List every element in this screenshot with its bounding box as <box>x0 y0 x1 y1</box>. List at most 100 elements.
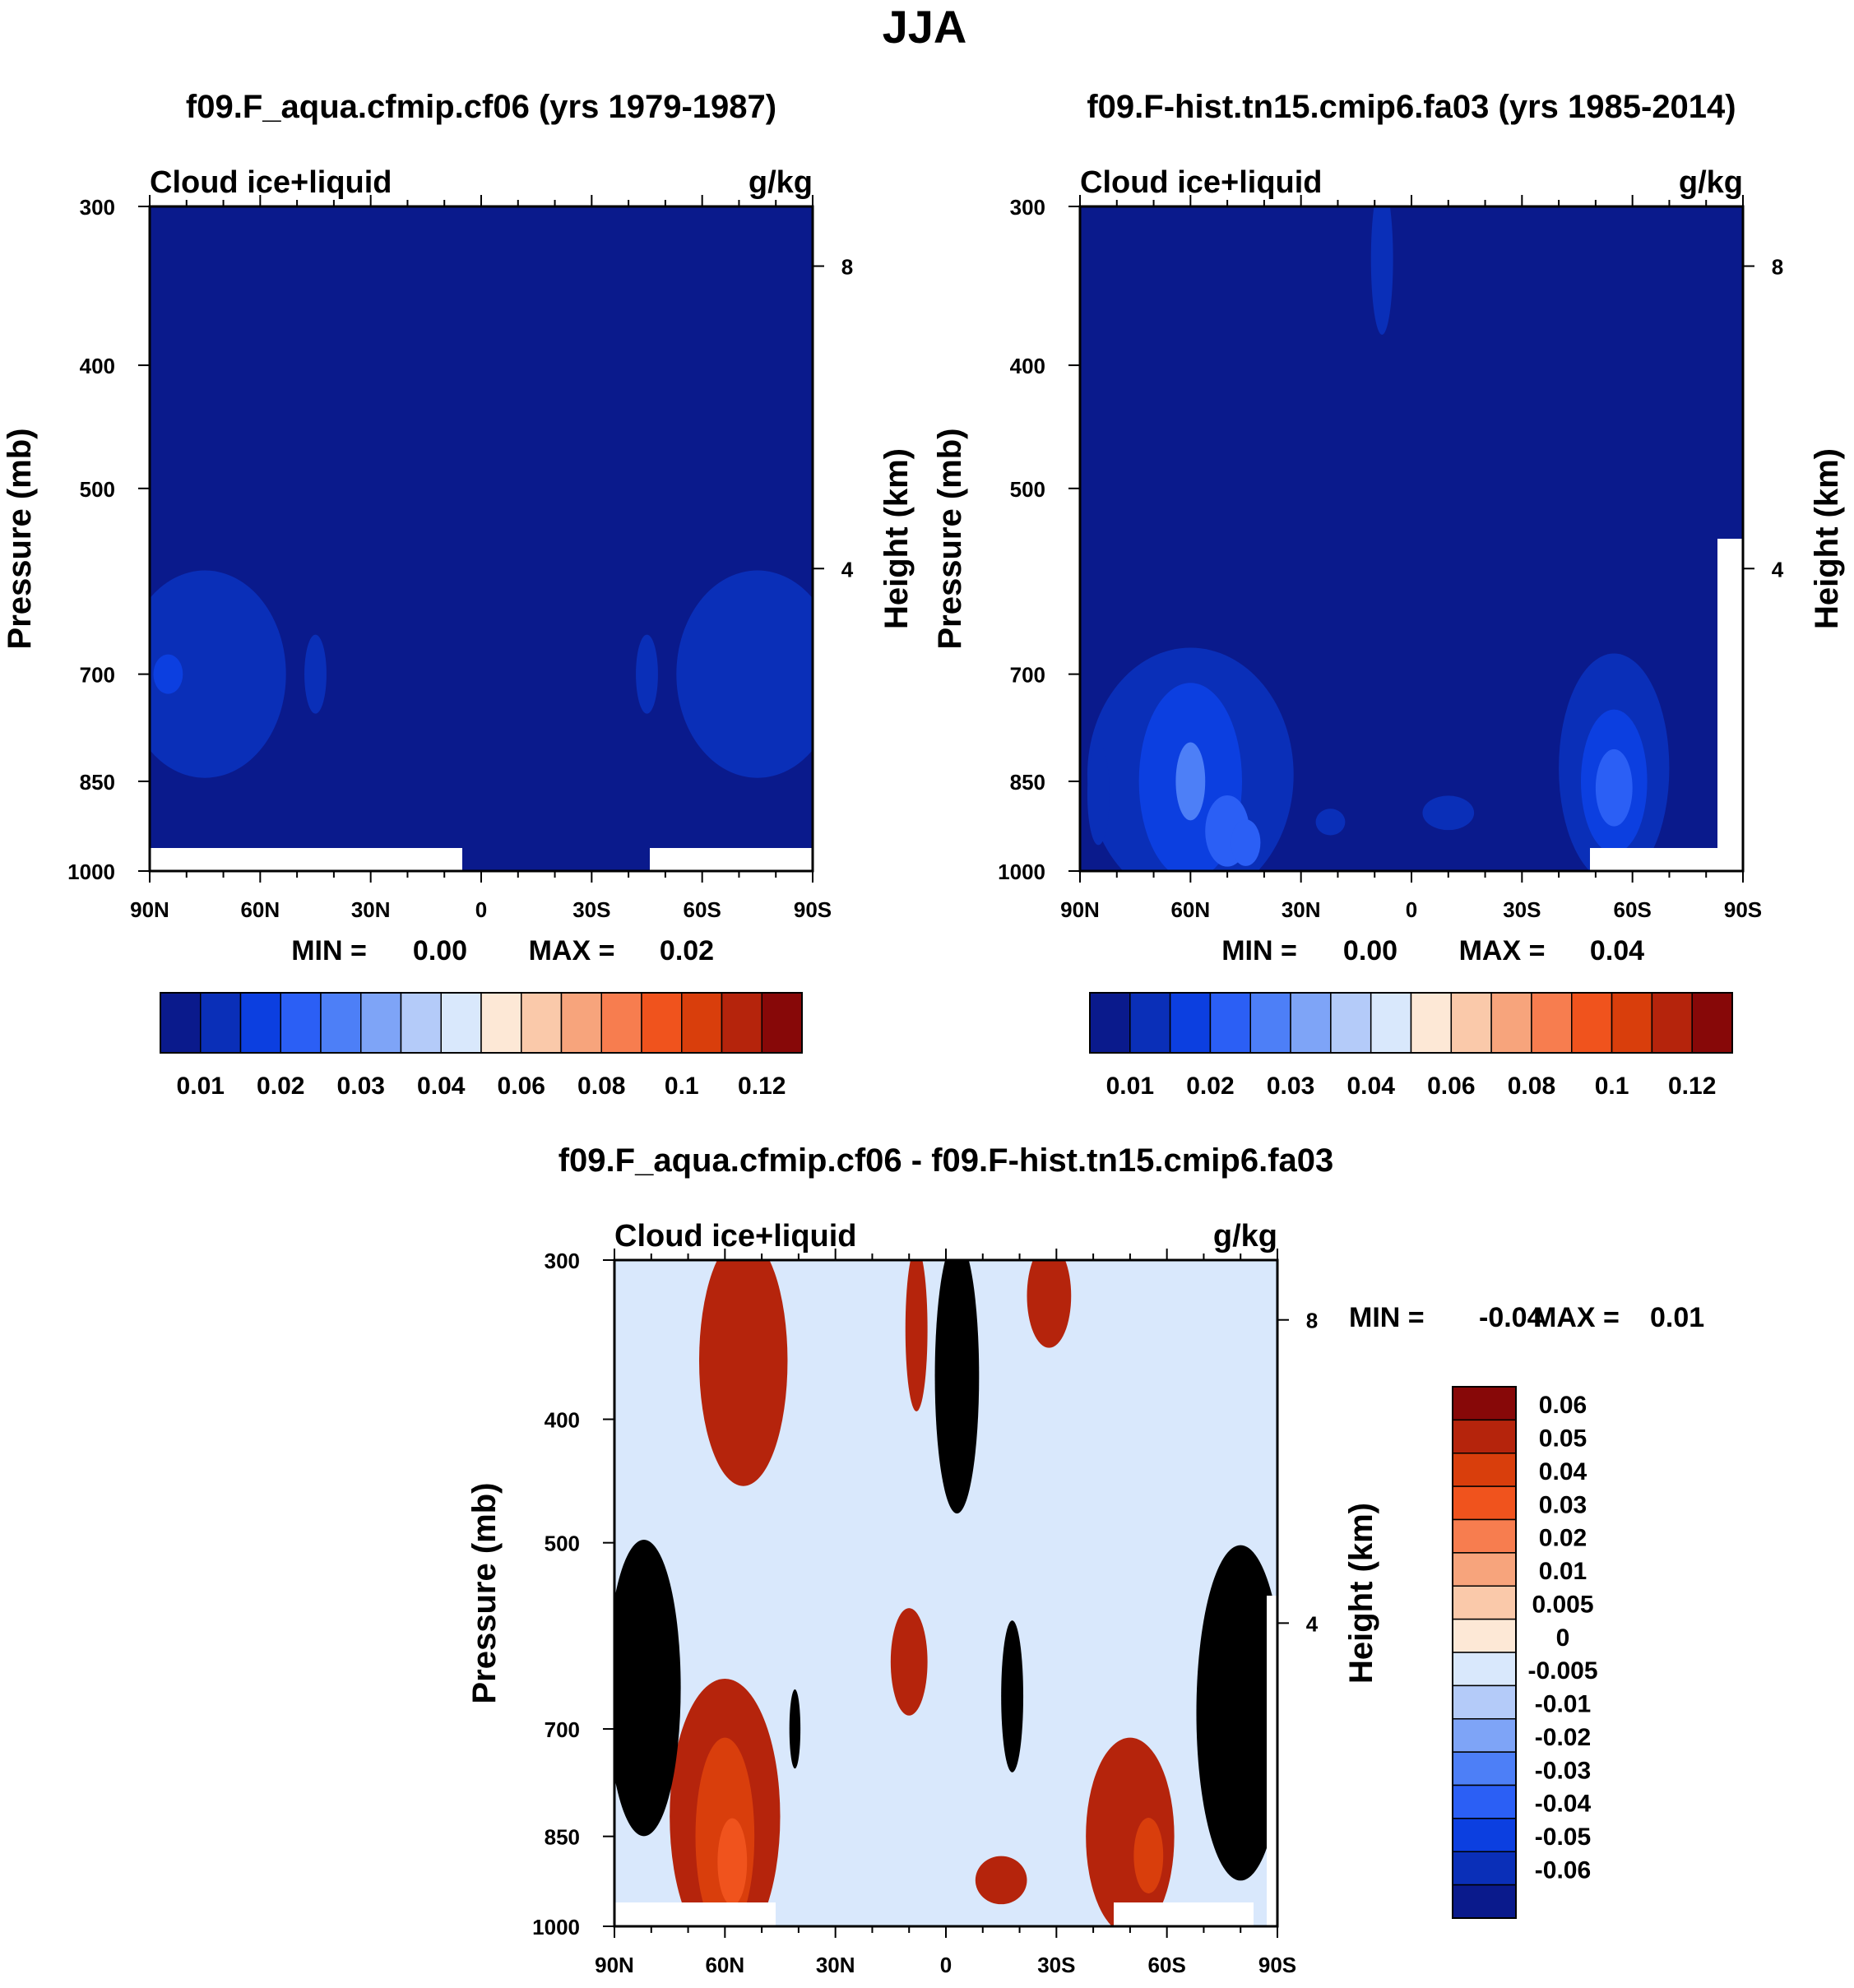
colorbar-label: 0.08 <box>577 1073 625 1100</box>
contour-region <box>636 634 658 714</box>
colorbar-swatch <box>1571 992 1613 1054</box>
x-tick-label: 90S <box>1258 1953 1296 1977</box>
colorbar-label: -0.05 <box>1535 1823 1591 1851</box>
colorbar-label: 0.12 <box>738 1073 786 1100</box>
colorbar-label: 0.05 <box>1539 1425 1587 1453</box>
contour-region <box>150 570 286 778</box>
y-tick-label: 300 <box>1010 195 1045 220</box>
panel-aqua: f09.F_aqua.cfmip.cf06 (yrs 1979-1987) Clo… <box>2 89 915 1100</box>
contour-region <box>153 654 183 694</box>
contour-region <box>1001 1620 1024 1773</box>
colorbar-swatch <box>1370 992 1412 1054</box>
colorbar-label: 0.12 <box>1668 1073 1716 1100</box>
x-tick-label: 60S <box>1148 1953 1186 1977</box>
min-label: MIN = <box>291 935 367 966</box>
y-axis-label: Pressure (mb) <box>932 429 968 650</box>
y-tick-label: 850 <box>1010 770 1045 795</box>
x-tick-label: 60N <box>1170 897 1210 922</box>
x-tick-label: 60S <box>684 897 721 922</box>
panel-hist: f09.F-hist.tn15.cmip6.fa03 (yrs 1985-201… <box>932 89 1845 1100</box>
missing-data <box>1114 1902 1254 1926</box>
colorbar-swatch <box>1452 1552 1517 1587</box>
x-tick-label: 90S <box>1724 897 1762 922</box>
y-tick-label: 700 <box>80 663 115 688</box>
y-tick-label: 700 <box>545 1717 580 1742</box>
units-label: g/kg <box>1213 1219 1277 1254</box>
colorbar-label: 0.01 <box>1106 1073 1154 1100</box>
panel-title: f09.F_aqua.cfmip.cf06 - f09.F-hist.tn15.… <box>559 1142 1334 1179</box>
x-tick-label: 30N <box>351 897 391 922</box>
colorbar-swatch <box>1452 1453 1517 1487</box>
y-tick-label: 500 <box>80 477 115 502</box>
colorbar-swatch <box>320 992 362 1054</box>
y-tick-label: 1000 <box>532 1915 580 1939</box>
x-tick-label: 30S <box>572 897 610 922</box>
colorbar-swatch <box>1452 1718 1517 1753</box>
colorbar-swatch <box>1290 992 1332 1054</box>
contour-region <box>1595 748 1633 827</box>
colorbar-swatch <box>200 992 242 1054</box>
max-label: MAX = <box>1459 935 1546 966</box>
contour-region <box>905 1260 928 1411</box>
contour-region <box>975 1856 1027 1905</box>
colorbar-swatch <box>1452 1585 1517 1620</box>
y-tick-label: 300 <box>545 1249 580 1273</box>
missing-data <box>150 848 462 871</box>
contour-region <box>618 1628 656 1748</box>
contour-region <box>1422 795 1475 831</box>
colorbar-swatch <box>521 992 563 1054</box>
y-tick-label: 850 <box>80 770 115 795</box>
x-tick-label: 30N <box>1282 897 1321 922</box>
missing-data <box>614 1902 776 1926</box>
missing-data <box>1717 539 1743 871</box>
contour-region <box>1231 819 1261 866</box>
min-label: MIN = <box>1221 935 1297 966</box>
x-tick-label: 0 <box>1406 897 1417 922</box>
contour-region <box>1370 206 1393 336</box>
colorbar-label: -0.04 <box>1535 1791 1592 1818</box>
colorbar-swatch <box>440 992 482 1054</box>
colorbar-label: 0.1 <box>1595 1073 1629 1100</box>
y-axis-label: Pressure (mb) <box>2 429 38 650</box>
colorbar-swatch <box>239 992 281 1054</box>
colorbar-swatch <box>1452 1386 1517 1421</box>
colorbar-swatch <box>1452 1618 1517 1653</box>
variable-label: Cloud ice+liquid <box>614 1219 857 1254</box>
y-tick-label: 400 <box>545 1408 580 1433</box>
colorbar-frame <box>1089 992 1733 1054</box>
colorbar-swatch <box>400 992 442 1054</box>
colorbar-swatch <box>1490 992 1532 1054</box>
x-tick-label: 30S <box>1037 1953 1075 1977</box>
min-value: -0.04 <box>1479 1302 1543 1333</box>
contour-region <box>1315 809 1346 836</box>
colorbar-swatch <box>1169 992 1212 1054</box>
colorbar-label: 0.01 <box>1539 1558 1587 1585</box>
contour-region <box>1236 1680 1267 1762</box>
x-tick-label: 60S <box>1614 897 1652 922</box>
contour-region <box>304 634 327 714</box>
y2-tick-label: 4 <box>1772 557 1784 582</box>
x-tick-label: 90N <box>595 1953 634 1977</box>
min-value: 0.00 <box>413 935 467 966</box>
colorbar-swatch <box>1209 992 1251 1054</box>
contour-region <box>1175 742 1206 821</box>
min-label: MIN = <box>1349 1302 1425 1333</box>
colorbar-swatch <box>1611 992 1653 1054</box>
colorbar-swatch <box>1249 992 1291 1054</box>
contour-region <box>1027 1260 1072 1348</box>
contour-region <box>676 570 813 778</box>
colorbar-label: -0.01 <box>1535 1691 1591 1718</box>
y-tick-label: 500 <box>545 1532 580 1556</box>
max-value: 0.02 <box>660 935 714 966</box>
units-label: g/kg <box>749 165 813 200</box>
colorbar-label: 0.02 <box>257 1073 304 1100</box>
panel-title: f09.F-hist.tn15.cmip6.fa03 (yrs 1985-201… <box>1087 89 1736 125</box>
x-tick-label: 0 <box>475 897 487 922</box>
x-tick-label: 0 <box>940 1953 952 1977</box>
colorbar-label: 0.06 <box>1539 1392 1587 1419</box>
y-tick-label: 1000 <box>67 860 115 884</box>
colorbar-swatch <box>480 992 522 1054</box>
y2-axis-label: Height (km) <box>1343 1503 1379 1684</box>
contour-region <box>789 1689 801 1769</box>
